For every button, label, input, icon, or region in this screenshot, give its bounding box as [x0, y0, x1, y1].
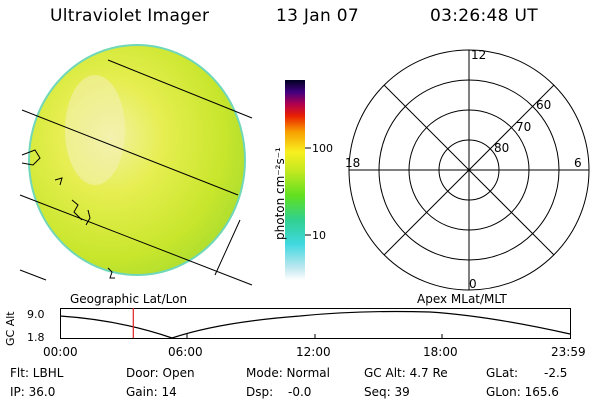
mlt-0-label: 0 — [469, 277, 477, 291]
lat-70-label: 70 — [516, 120, 531, 134]
instrument-title: Ultraviolet Imager — [50, 6, 210, 26]
date-label: 13 Jan 07 — [276, 6, 359, 26]
polar-grid: 12 0 18 6 60 70 80 — [345, 48, 590, 291]
glat-value: -2.5 — [544, 366, 568, 380]
gc-alt-info: GC Alt: 4.7 Re — [364, 366, 448, 380]
time-tick-2359: 23:59 — [551, 345, 586, 359]
altitude-plot — [59, 308, 571, 339]
mlt-6-label: 6 — [574, 156, 582, 170]
time-tick-18: 18:00 — [423, 345, 458, 359]
altitude-curve — [59, 310, 571, 339]
colorbar-tick-100: 100 — [312, 142, 333, 155]
time-label: 03:26:48 UT — [430, 6, 538, 26]
seq-info: Seq: 39 — [364, 385, 410, 399]
dsp-label: Dsp: — [246, 385, 274, 399]
time-tick-12: 12:00 — [296, 345, 331, 359]
lat-80-label: 80 — [494, 141, 509, 155]
mode-info: Mode: Normal — [246, 366, 330, 380]
gain-info: Gain: 14 — [126, 385, 177, 399]
lat-60-label: 60 — [536, 98, 551, 112]
altitude-min-tick: 1.8 — [27, 331, 45, 344]
altitude-axis-label: GC Alt — [4, 311, 17, 346]
colorbar-unit-label: photon cm⁻²s⁻¹ — [273, 147, 287, 240]
ip-info: IP: 36.0 — [10, 385, 56, 399]
altitude-max-tick: 9.0 — [27, 308, 45, 321]
apex-label: Apex MLat/MLT — [417, 292, 507, 306]
geographic-label: Geographic Lat/Lon — [70, 292, 188, 306]
colorbar-tick-10: 10 — [312, 229, 326, 242]
color-scale-bar: 100 10 — [285, 80, 333, 280]
door-info: Door: Open — [126, 366, 195, 380]
glon-info: GLon: 165.6 — [486, 385, 559, 399]
auroral-image — [19, 44, 253, 286]
mlt-12-label: 12 — [471, 48, 486, 62]
mlt-18-label: 18 — [345, 156, 360, 170]
time-tick-00: 00:00 — [43, 345, 78, 359]
filter-info: Flt: LBHL — [10, 366, 64, 380]
dsp-value: -0.0 — [288, 385, 312, 399]
time-tick-06: 06:00 — [168, 345, 203, 359]
glat-label: GLat: — [486, 366, 519, 380]
